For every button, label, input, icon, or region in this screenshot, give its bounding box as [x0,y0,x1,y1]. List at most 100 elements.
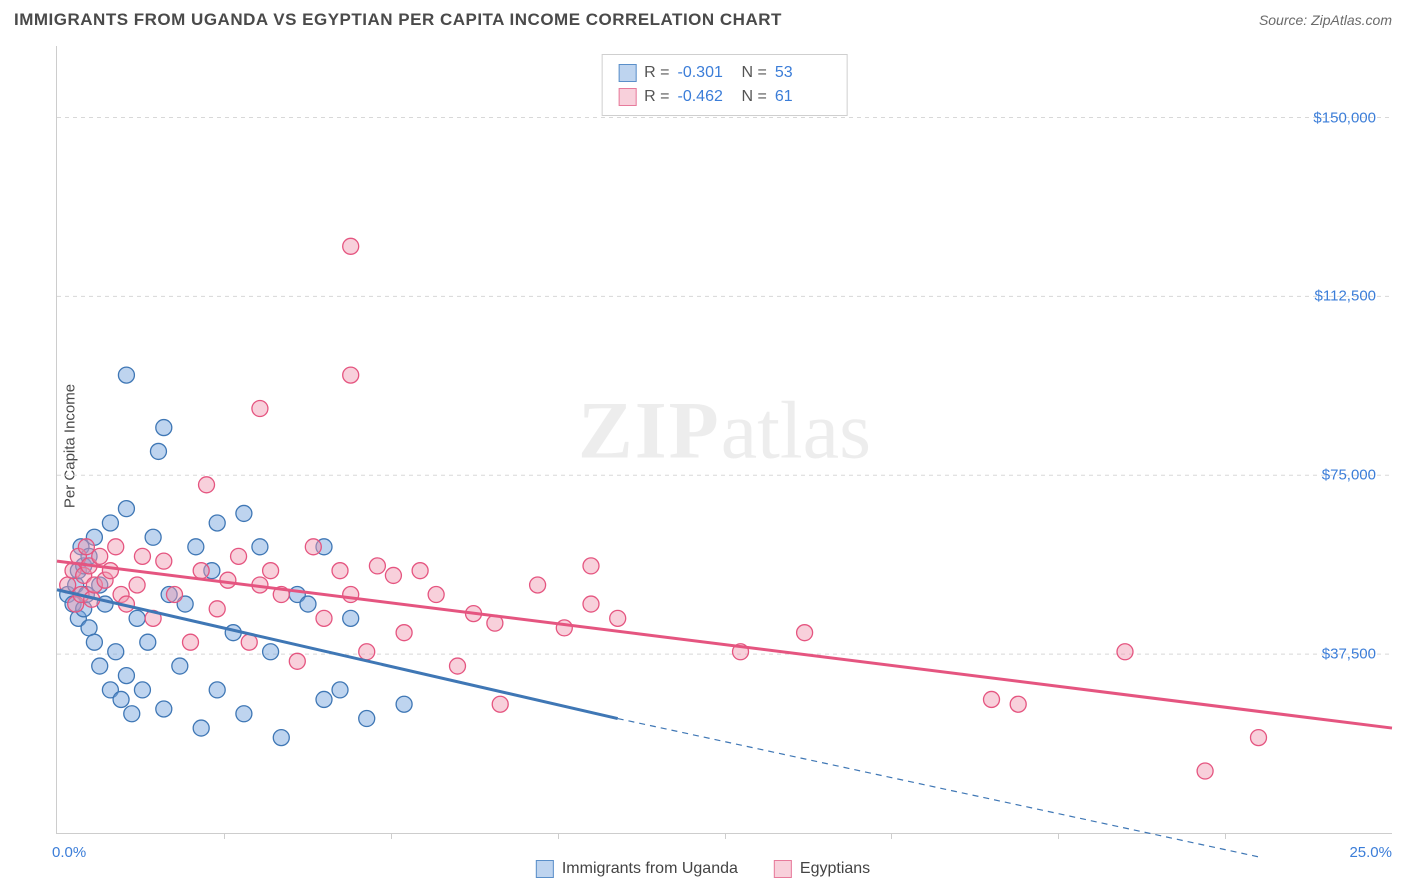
stats-row-egyptians: R = -0.462 N = 61 [618,85,831,109]
data-point [199,477,215,493]
data-point [140,634,156,650]
swatch-pink-icon [774,860,792,878]
data-point [263,644,279,660]
y-tick-label: $37,500 [1322,646,1376,663]
n-label: N = [742,85,767,109]
data-point [156,701,172,717]
data-point [1251,730,1267,746]
data-point [183,634,199,650]
r-label: R = [644,61,669,85]
y-tick-label: $112,500 [1315,288,1376,305]
x-tick [725,833,726,839]
data-point [289,653,305,669]
data-point [343,238,359,254]
data-point [118,367,134,383]
data-point [385,567,401,583]
x-tick [558,833,559,839]
data-point [78,539,94,555]
data-point [583,596,599,612]
data-point [193,563,209,579]
data-point [145,529,161,545]
data-point [102,515,118,531]
x-min-label: 0.0% [52,844,86,861]
data-point [556,620,572,636]
data-point [172,658,188,674]
data-point [412,563,428,579]
r-value-egyptians: -0.462 [678,85,734,109]
stats-row-uganda: R = -0.301 N = 53 [618,61,831,85]
x-tick [891,833,892,839]
data-point [316,610,332,626]
data-point [396,696,412,712]
data-point [359,644,375,660]
legend-uganda: Immigrants from Uganda [536,860,738,878]
data-point [797,625,813,641]
data-point [113,691,129,707]
data-point [492,696,508,712]
data-point [984,691,1000,707]
data-point [156,420,172,436]
data-point [316,691,332,707]
source-label: Source: ZipAtlas.com [1259,12,1392,28]
plot-area: ZIPatlas R = -0.301 N = 53 R = -0.462 N … [56,46,1392,834]
data-point [193,720,209,736]
bottom-legend: Immigrants from Uganda Egyptians [536,860,870,878]
data-point [343,587,359,603]
x-max-label: 25.0% [1349,844,1392,861]
x-tick [391,833,392,839]
data-point [108,539,124,555]
swatch-pink-icon [618,88,636,106]
data-point [428,587,444,603]
data-point [92,548,108,564]
data-point [188,539,204,555]
data-point [359,711,375,727]
data-point [332,563,348,579]
legend-label-egyptians: Egyptians [800,860,870,878]
data-point [1117,644,1133,660]
x-tick [1058,833,1059,839]
data-point [134,682,150,698]
trend-line [57,590,618,719]
n-value-egyptians: 61 [775,85,831,109]
legend-egyptians: Egyptians [774,860,870,878]
data-point [252,400,268,416]
x-tick [224,833,225,839]
chart-title: IMMIGRANTS FROM UGANDA VS EGYPTIAN PER C… [14,10,782,30]
y-tick-label: $150,000 [1313,109,1376,126]
data-point [81,620,97,636]
data-point [583,558,599,574]
data-point [220,572,236,588]
data-point [450,658,466,674]
n-label: N = [742,61,767,85]
data-point [369,558,385,574]
data-point [343,610,359,626]
y-tick-label: $75,000 [1322,467,1376,484]
data-point [236,706,252,722]
data-point [134,548,150,564]
stats-box: R = -0.301 N = 53 R = -0.462 N = 61 [601,54,848,116]
data-point [209,601,225,617]
data-point [108,644,124,660]
data-point [396,625,412,641]
title-bar: IMMIGRANTS FROM UGANDA VS EGYPTIAN PER C… [14,10,1392,30]
r-value-uganda: -0.301 [678,61,734,85]
data-point [236,505,252,521]
plot-svg [57,46,1392,833]
data-point [150,443,166,459]
x-tick [1225,833,1226,839]
data-point [231,548,247,564]
n-value-uganda: 53 [775,61,831,85]
data-point [332,682,348,698]
data-point [300,596,316,612]
data-point [209,515,225,531]
data-point [252,539,268,555]
swatch-blue-icon [618,64,636,82]
data-point [209,682,225,698]
swatch-blue-icon [536,860,554,878]
data-point [1197,763,1213,779]
data-point [343,367,359,383]
data-point [263,563,279,579]
data-point [273,730,289,746]
legend-label-uganda: Immigrants from Uganda [562,860,738,878]
data-point [305,539,321,555]
